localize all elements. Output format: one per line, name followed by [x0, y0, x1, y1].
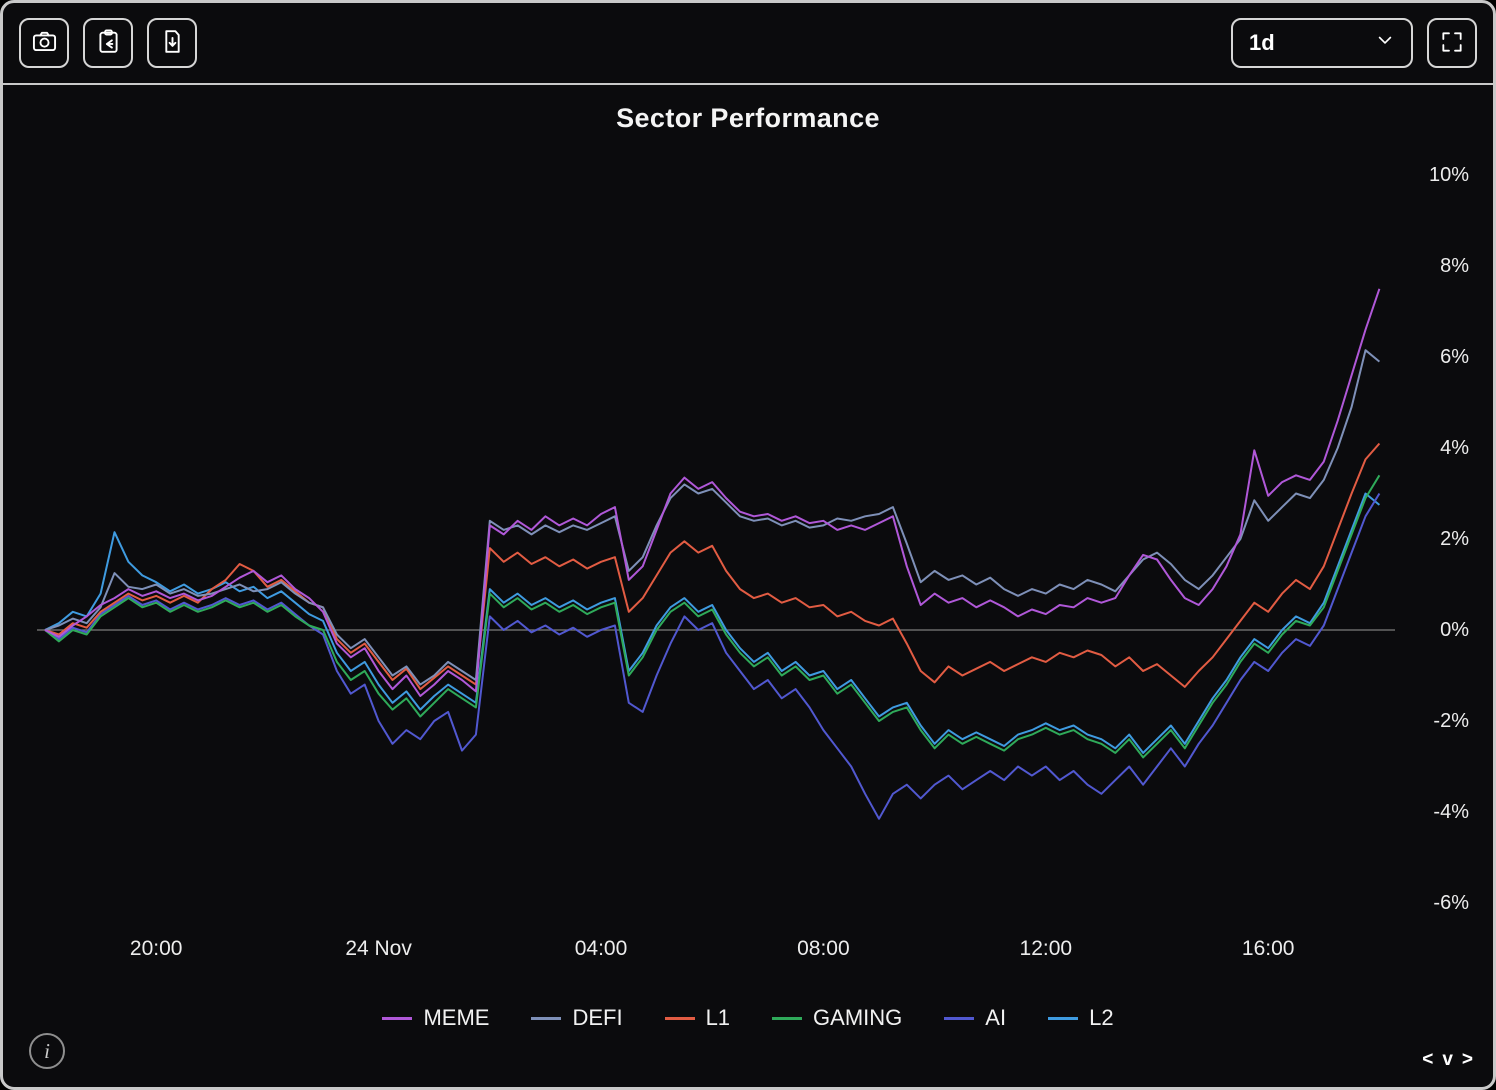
chart-title: Sector Performance	[616, 103, 880, 133]
legend-swatch	[382, 1016, 413, 1020]
x-tick-label: 16:00	[1241, 937, 1295, 960]
legend-label: L2	[1089, 1005, 1114, 1030]
y-tick-label: 0%	[1440, 619, 1469, 641]
legend-item-gaming[interactable]: GAMING	[772, 1005, 902, 1031]
x-tick-label: 20:00	[129, 937, 183, 960]
series-line-l2	[44, 492, 1381, 754]
pager-controls: < v >	[1422, 1049, 1473, 1071]
pager-prev-button[interactable]: <	[1422, 1049, 1434, 1070]
y-tick-label: 8%	[1440, 255, 1469, 277]
series-line-ai	[44, 492, 1381, 820]
legend-swatch	[944, 1016, 975, 1020]
fullscreen-icon	[1439, 29, 1465, 58]
interval-select[interactable]: 1d	[1231, 18, 1413, 68]
toolbar-right-group: 1d	[1231, 18, 1477, 68]
legend-item-l2[interactable]: L2	[1048, 1005, 1114, 1031]
x-tick-label: 24 Nov	[345, 937, 412, 960]
x-tick-label: 08:00	[797, 937, 850, 960]
clipboard-arrow-icon	[95, 28, 122, 58]
info-icon: i	[44, 1038, 50, 1063]
y-tick-label: 6%	[1440, 346, 1469, 368]
legend-item-l1[interactable]: L1	[664, 1005, 731, 1031]
series-line-gaming	[44, 474, 1381, 759]
y-tick-label: 10%	[1428, 164, 1469, 186]
legend-label: DEFI	[572, 1005, 623, 1030]
chart-toolbar: 1d	[3, 3, 1493, 85]
y-tick-label: 4%	[1440, 437, 1469, 459]
legend-item-defi[interactable]: DEFI	[531, 1005, 623, 1031]
legend-swatch	[531, 1016, 562, 1020]
y-tick-label: 2%	[1440, 528, 1469, 550]
info-button[interactable]: i	[29, 1033, 65, 1069]
series-line-l1	[44, 442, 1381, 691]
y-tick-label: -2%	[1433, 710, 1469, 732]
fullscreen-button[interactable]	[1427, 18, 1477, 68]
legend-swatch	[664, 1016, 695, 1020]
copy-to-clipboard-button[interactable]	[83, 18, 133, 68]
legend-label: GAMING	[813, 1005, 903, 1030]
y-tick-label: -4%	[1433, 801, 1469, 823]
legend-item-ai[interactable]: AI	[944, 1005, 1006, 1031]
chart-region: Sector Performance 10% 8% 6% 4% 2% 0% -2% -4% -6…	[3, 85, 1493, 1087]
x-tick-label: 12:00	[1019, 937, 1073, 960]
legend-item-meme[interactable]: MEME	[382, 1005, 489, 1031]
legend-label: MEME	[423, 1005, 490, 1030]
series-line-meme	[44, 288, 1381, 697]
legend-label: AI	[985, 1005, 1007, 1030]
file-download-icon	[159, 28, 186, 58]
legend-swatch	[772, 1016, 803, 1020]
y-tick-label: -6%	[1433, 892, 1469, 914]
sector-performance-chart[interactable]	[3, 85, 1493, 1087]
x-tick-label: 04:00	[574, 937, 628, 960]
camera-icon	[31, 28, 58, 58]
legend-swatch	[1048, 1016, 1079, 1020]
legend-label: L1	[705, 1005, 731, 1030]
export-file-button[interactable]	[147, 18, 197, 68]
series-line-defi	[44, 349, 1381, 686]
chart-legend: MEME DEFI L1 GAMING AI L2	[3, 1005, 1493, 1031]
pager-collapse-button[interactable]: v	[1442, 1049, 1453, 1070]
pager-next-button[interactable]: >	[1461, 1049, 1473, 1070]
chevron-down-icon	[1375, 30, 1395, 56]
toolbar-left-group	[19, 18, 197, 68]
interval-value: 1d	[1249, 30, 1275, 55]
screenshot-button[interactable]	[19, 18, 69, 68]
